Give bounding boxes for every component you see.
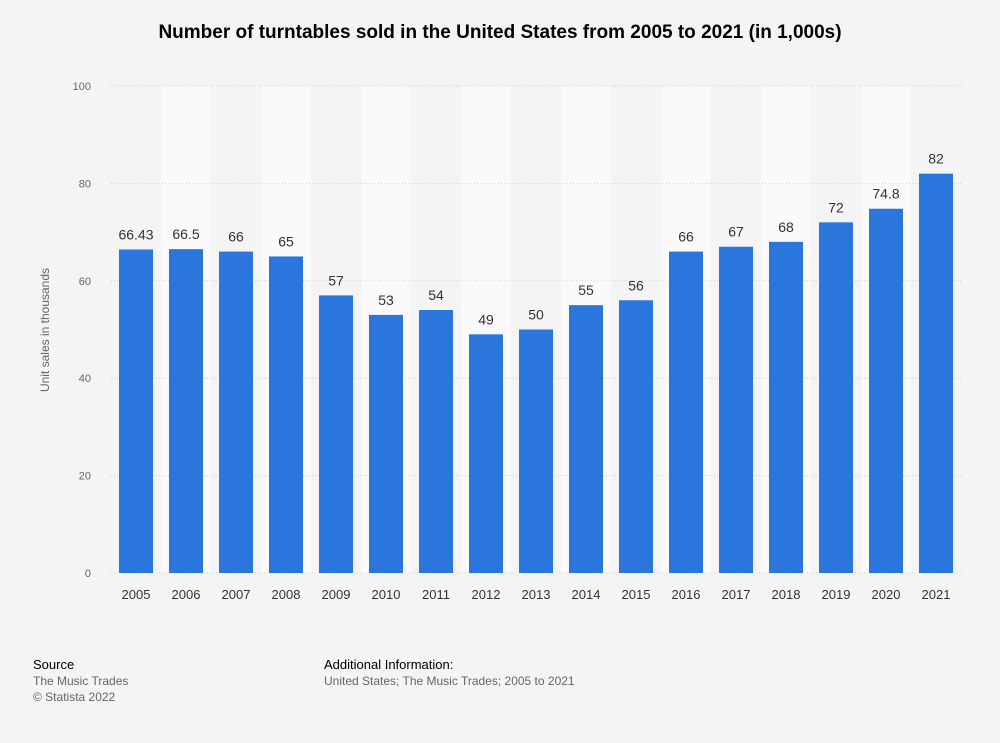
bar [169, 249, 203, 573]
bar [469, 334, 503, 573]
x-tick-label: 2006 [172, 587, 201, 602]
x-tick-label: 2019 [822, 587, 851, 602]
data-label: 49 [478, 311, 494, 327]
bar [869, 208, 903, 573]
y-axis-label: Unit sales in thousands [38, 267, 52, 393]
bar [619, 300, 653, 573]
bar [119, 249, 153, 573]
data-label: 66 [228, 229, 244, 245]
data-label: 54 [428, 287, 444, 303]
data-label: 68 [778, 219, 794, 235]
x-tick-label: 2009 [322, 587, 351, 602]
copyright: © Statista 2022 [33, 690, 116, 704]
x-tick-label: 2005 [122, 587, 151, 602]
bar [919, 173, 953, 573]
data-label: 50 [528, 307, 544, 323]
bar [369, 314, 403, 573]
x-tick-label: 2021 [922, 587, 951, 602]
x-tick-label: 2016 [672, 587, 701, 602]
y-tick-label: 0 [85, 568, 91, 580]
data-label: 66.5 [172, 226, 199, 242]
data-label: 66 [678, 229, 694, 245]
data-label: 65 [278, 233, 294, 249]
data-label: 55 [578, 282, 594, 298]
x-tick-label: 2012 [472, 587, 501, 602]
data-label: 56 [628, 277, 644, 293]
source-block: Source The Music Trades © Statista 2022 [33, 657, 128, 705]
info-text: United States; The Music Trades; 2005 to… [324, 674, 575, 688]
chart-title: Number of turntables sold in the United … [158, 22, 842, 43]
data-label: 53 [378, 292, 394, 308]
bar [519, 329, 553, 573]
bar [419, 310, 453, 573]
y-tick-label: 100 [73, 81, 91, 93]
bar [319, 295, 353, 573]
x-tick-label: 2018 [772, 587, 801, 602]
bar [769, 241, 803, 573]
x-tick-label: 2011 [422, 587, 450, 602]
info-heading[interactable]: Additional Information: [324, 657, 454, 672]
x-tick-label: 2014 [572, 587, 601, 602]
data-label: 67 [728, 224, 744, 240]
y-tick-label: 40 [79, 373, 91, 385]
y-tick-label: 20 [79, 471, 91, 483]
x-tick-label: 2008 [272, 587, 301, 602]
data-label: 82 [928, 151, 944, 167]
bar [219, 251, 253, 573]
x-tick-label: 2013 [522, 587, 551, 602]
source-name: The Music Trades [33, 674, 129, 688]
y-tick-label: 80 [79, 178, 91, 190]
y-tick-label: 60 [79, 276, 91, 288]
x-tick-label: 2010 [372, 587, 401, 602]
x-tick-label: 2015 [622, 587, 651, 602]
source-heading[interactable]: Source [33, 657, 75, 672]
additional-info-block: Additional Information: United States; T… [324, 657, 575, 689]
x-tick-label: 2020 [872, 587, 901, 602]
data-label: 66.43 [118, 226, 153, 242]
x-tick-label: 2007 [222, 587, 251, 602]
x-tick-label: 2017 [722, 587, 751, 602]
bar [819, 222, 853, 574]
data-label: 72 [828, 199, 844, 215]
bar [669, 251, 703, 573]
data-label: 57 [328, 272, 344, 288]
bar-chart: 0 20 40 60 80 100 66.43 2005 66.5 2006 66 2007 65 200… [73, 81, 961, 602]
bar [569, 305, 603, 573]
bar [719, 246, 753, 573]
data-label: 74.8 [872, 186, 899, 202]
bar [269, 256, 303, 573]
